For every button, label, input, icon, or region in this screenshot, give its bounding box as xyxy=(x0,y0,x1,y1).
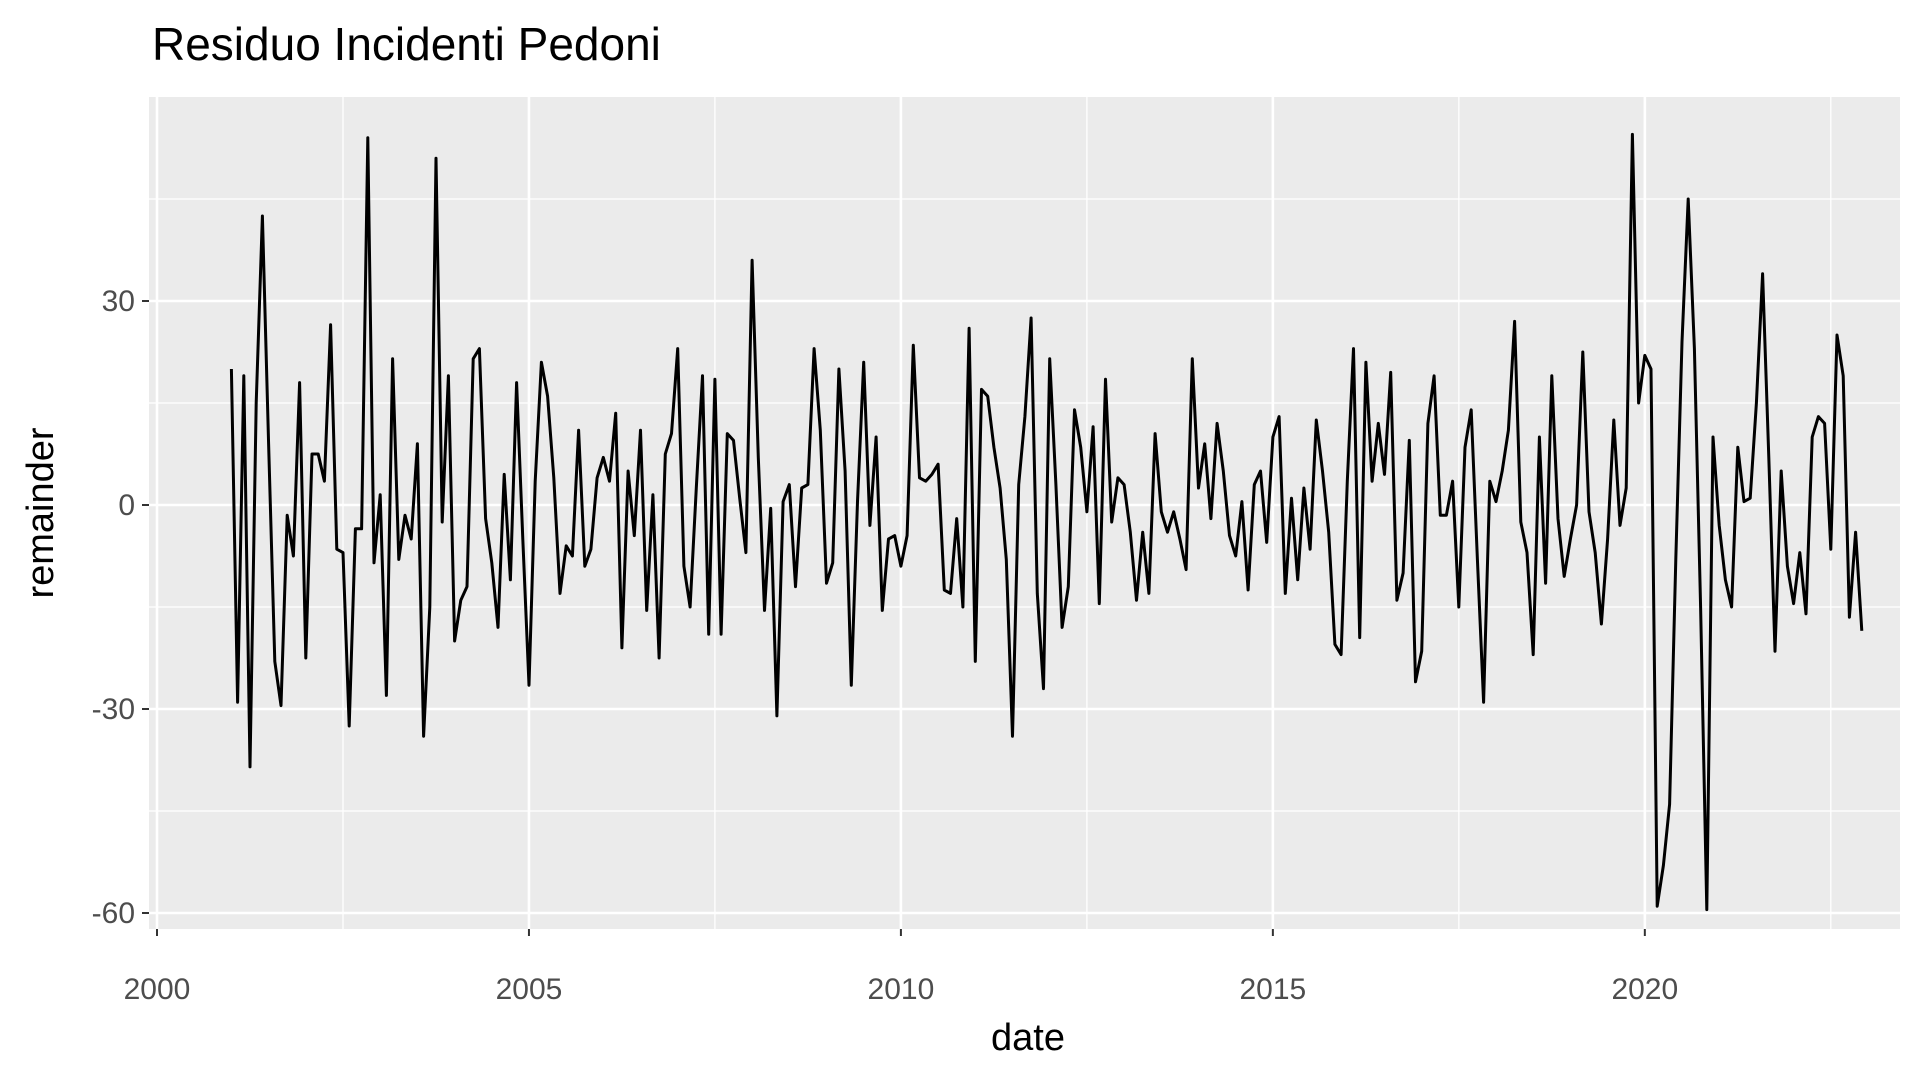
y-axis-ticks: -60 -30 0 30 xyxy=(92,285,149,930)
x-tick-label: 2015 xyxy=(1239,973,1306,1006)
chart-title: Residuo Incidenti Pedoni xyxy=(152,18,661,70)
y-tick-label: -60 xyxy=(92,897,135,930)
x-axis-label: date xyxy=(991,1017,1065,1059)
y-axis-label: remainder xyxy=(20,427,62,598)
y-tick-label: 0 xyxy=(118,489,135,522)
x-tick-label: 2005 xyxy=(496,973,563,1006)
series-line-remainder xyxy=(229,132,1864,912)
x-tick-label: 2010 xyxy=(868,973,935,1006)
x-axis-ticks: 2000 2005 2010 2015 2020 xyxy=(124,929,1678,1006)
x-tick-label: 2000 xyxy=(124,973,191,1006)
x-tick-label: 2020 xyxy=(1611,973,1678,1006)
y-tick-label: 30 xyxy=(102,285,135,318)
major-gridlines xyxy=(149,97,1900,929)
y-tick-label: -30 xyxy=(92,693,135,726)
